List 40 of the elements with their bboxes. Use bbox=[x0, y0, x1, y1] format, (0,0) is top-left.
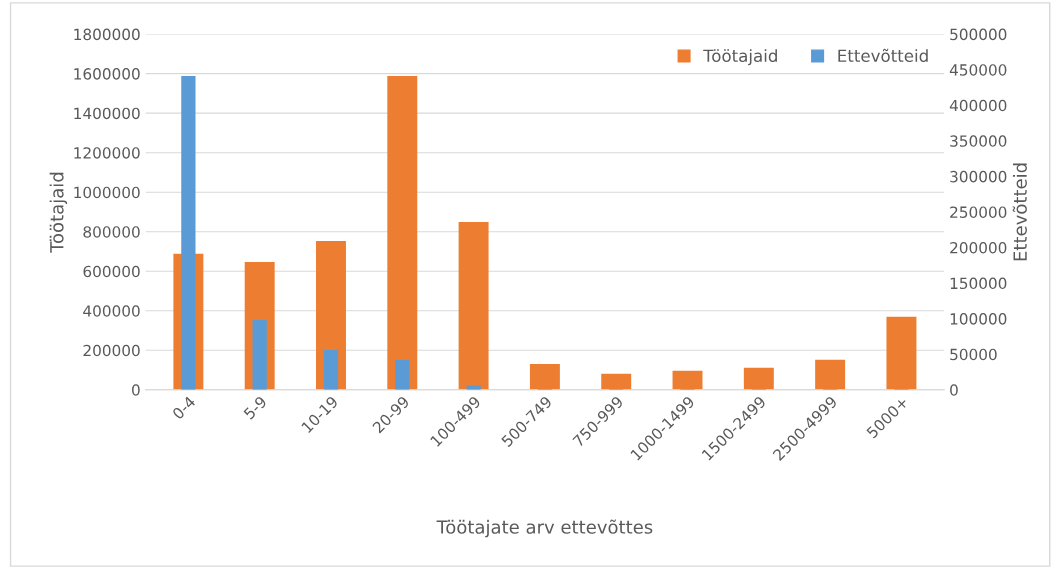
bar bbox=[743, 367, 774, 390]
y-tick-label: 1600000 bbox=[74, 68, 140, 80]
y2-tick-label: 300000 bbox=[950, 170, 1007, 183]
x-tick-label: 0-4 bbox=[171, 395, 197, 420]
y2-tick-label: 450000 bbox=[949, 64, 1007, 76]
y2-axis-title: Ettevõtteid bbox=[1012, 163, 1027, 261]
y2-tick-label: 400000 bbox=[949, 99, 1007, 112]
y2-tick-label: 0 bbox=[950, 384, 958, 396]
y-tick-label: 1200000 bbox=[74, 147, 140, 159]
bar bbox=[601, 373, 632, 390]
bar bbox=[886, 316, 917, 390]
y-tick-label: 400000 bbox=[83, 305, 140, 317]
y2-tick-label: 250000 bbox=[950, 206, 1007, 218]
x-axis-title: Töötajate arv ettevõttes bbox=[436, 519, 653, 538]
y-tick-label: 800000 bbox=[83, 226, 140, 238]
y-tick-label: 1800000 bbox=[74, 28, 140, 41]
bar bbox=[672, 370, 703, 390]
y2-tick-label: 200000 bbox=[950, 241, 1007, 254]
bar bbox=[529, 363, 560, 390]
bar bbox=[815, 359, 846, 390]
y-tick-label: 1000000 bbox=[74, 186, 140, 199]
y-tick-label: 0 bbox=[132, 384, 140, 396]
y2-tick-label: 150000 bbox=[950, 277, 1007, 290]
y-tick-label: 1400000 bbox=[74, 107, 140, 120]
bar bbox=[387, 76, 418, 390]
legend-label: Ettevõtteid bbox=[838, 48, 928, 63]
y2-tick-label: 500000 bbox=[950, 28, 1007, 41]
y-axis-title: Töötajaid bbox=[49, 172, 68, 253]
y-tick-label: 200000 bbox=[83, 344, 140, 357]
bar bbox=[466, 385, 481, 390]
y2-tick-label: 100000 bbox=[950, 313, 1007, 325]
legend-label: Töötajaid bbox=[703, 49, 777, 66]
y2-tick-label: 50000 bbox=[950, 348, 997, 361]
bar bbox=[252, 320, 267, 390]
x-tick-label: 5-9 bbox=[243, 395, 268, 420]
bar bbox=[395, 359, 410, 390]
y2-tick-label: 350000 bbox=[950, 135, 1007, 147]
y-tick-label: 600000 bbox=[83, 265, 140, 278]
bar bbox=[458, 222, 489, 390]
bar bbox=[323, 349, 339, 390]
